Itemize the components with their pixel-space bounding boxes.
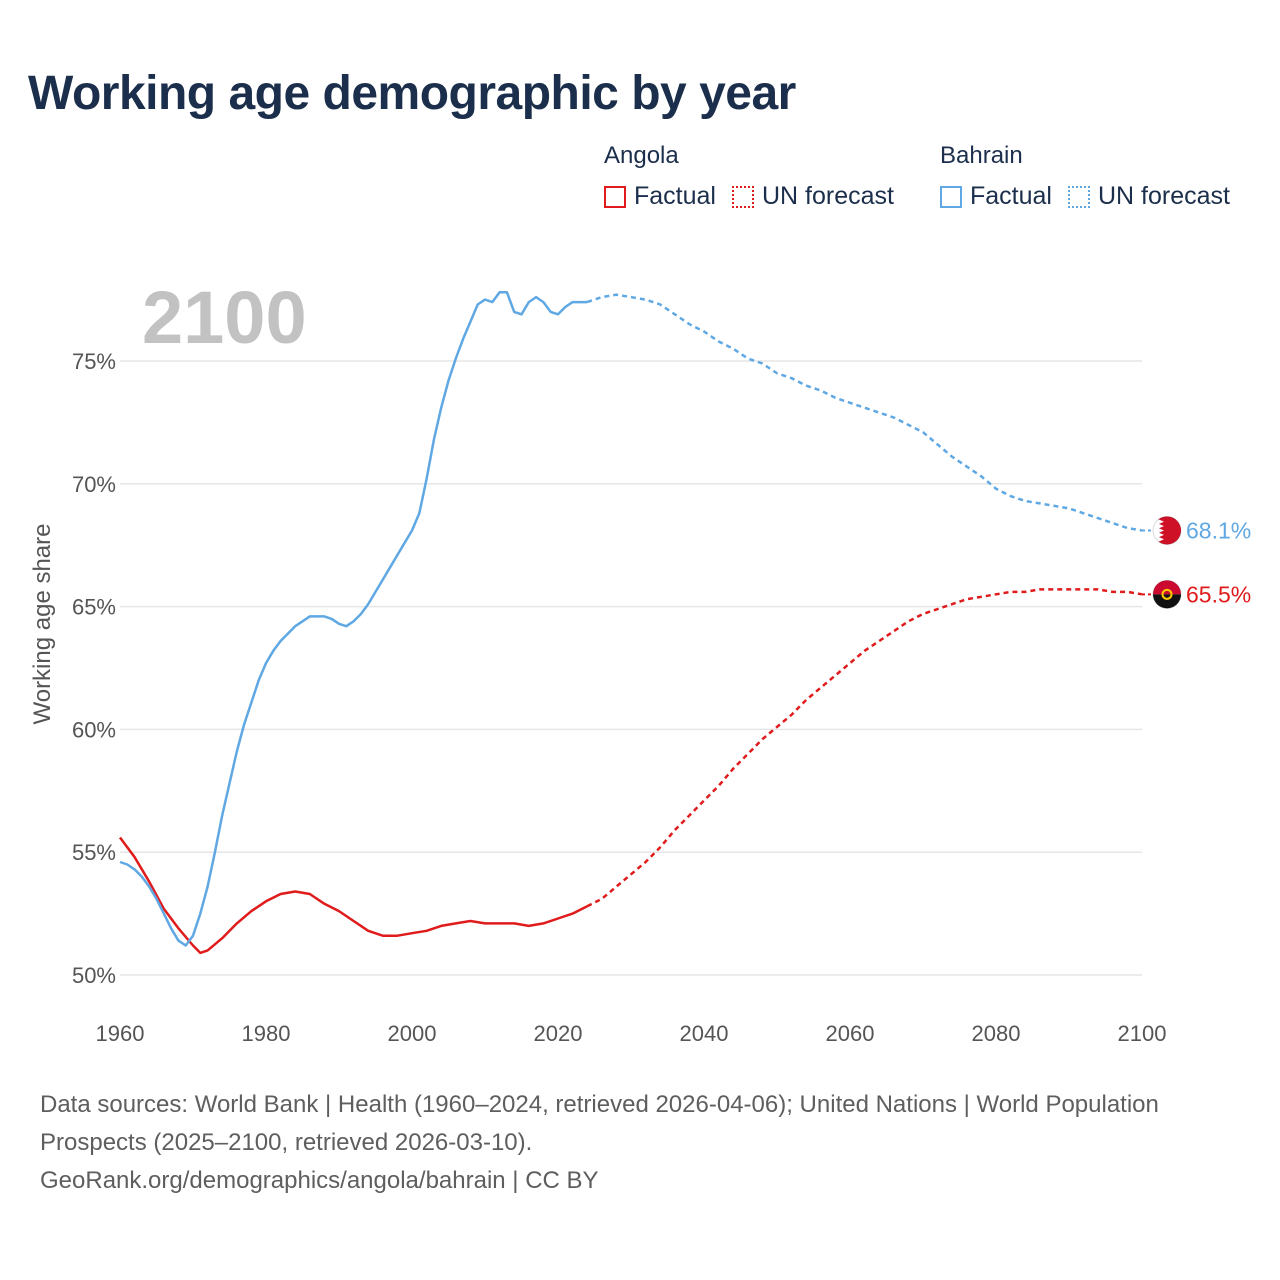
angola-forecast-line <box>586 588 1143 908</box>
x-tick-label-2000: 2000 <box>388 1021 437 1046</box>
y-tick-label-60: 60% <box>72 717 116 742</box>
legend-bahrain-factual[interactable]: Factual <box>940 182 1052 211</box>
legend-angola: Angola Factual UN forecast <box>604 142 910 211</box>
x-tick-label-2080: 2080 <box>972 1021 1021 1046</box>
bahrain-flag-red <box>1153 516 1181 545</box>
angola-flag-emblem <box>1161 588 1173 600</box>
attribution: GeoRank.org/demographics/angola/bahrain … <box>40 1167 599 1194</box>
x-tick-label-1980: 1980 <box>242 1021 291 1046</box>
year-overlay: 2100 <box>142 276 307 359</box>
y-tick-label-70: 70% <box>72 472 116 497</box>
legend-angola-forecast-swatch <box>731 185 754 208</box>
angola-end-label: 65.5% <box>1186 581 1251 607</box>
bahrain-factual-line <box>119 290 588 947</box>
angola-flag-marker <box>1152 579 1182 609</box>
footer: Data sources: World Bank | Health (1960–… <box>40 1086 1240 1200</box>
legend-angola-forecast-label: UN forecast <box>761 182 894 210</box>
data-sources: Data sources: World Bank | Health (1960–… <box>40 1091 1159 1156</box>
angola-factual-line <box>118 836 588 955</box>
legend-angola-factual-swatch <box>604 185 626 208</box>
y-tick-label-75: 75% <box>72 349 116 374</box>
angola-flag-outline <box>1152 579 1182 609</box>
y-tick-label-50: 50% <box>72 963 116 988</box>
bahrain-end-label: 68.1% <box>1186 517 1251 543</box>
legend-bahrain-forecast-label: UN forecast <box>1097 182 1230 210</box>
bahrain-forecast-line <box>586 293 1143 532</box>
y-tick-label-65: 65% <box>72 595 116 620</box>
legend-bahrain-forecast[interactable]: UN forecast <box>1067 182 1230 211</box>
line-chart: 2100 Working age share 50% 55% 60% 65% 70% 75… <box>29 276 1251 1046</box>
x-tick-label-1960: 1960 <box>96 1021 145 1046</box>
bahrain-flag-white <box>1153 519 1164 542</box>
x-tick-label-2040: 2040 <box>680 1021 729 1046</box>
angola-flag-black-half <box>1153 594 1181 609</box>
x-tick-label-2020: 2020 <box>534 1021 583 1046</box>
y-tick-label-55: 55% <box>72 840 116 865</box>
legend-bahrain-factual-swatch <box>940 185 962 208</box>
legend-angola-factual[interactable]: Factual <box>604 182 716 211</box>
legend-bahrain: Bahrain Factual UN forecast <box>940 142 1230 211</box>
legend-angola-factual-label: Factual <box>634 182 716 210</box>
legend-bahrain-name: Bahrain <box>940 142 1023 169</box>
x-tick-label-2060: 2060 <box>826 1021 875 1046</box>
x-tick-label-2100: 2100 <box>1118 1021 1167 1046</box>
legend-angola-name: Angola <box>604 142 679 169</box>
legend-bahrain-factual-label: Factual <box>970 182 1052 210</box>
legend-angola-forecast[interactable]: UN forecast <box>731 182 894 211</box>
legend-bahrain-forecast-swatch <box>1067 185 1090 208</box>
chart-title: Working age demographic by year <box>28 67 796 120</box>
bahrain-flag-marker <box>1152 515 1182 545</box>
bahrain-flag-outline <box>1152 515 1182 545</box>
y-axis-title: Working age share <box>29 524 56 725</box>
angola-flag-red-half <box>1153 580 1181 595</box>
